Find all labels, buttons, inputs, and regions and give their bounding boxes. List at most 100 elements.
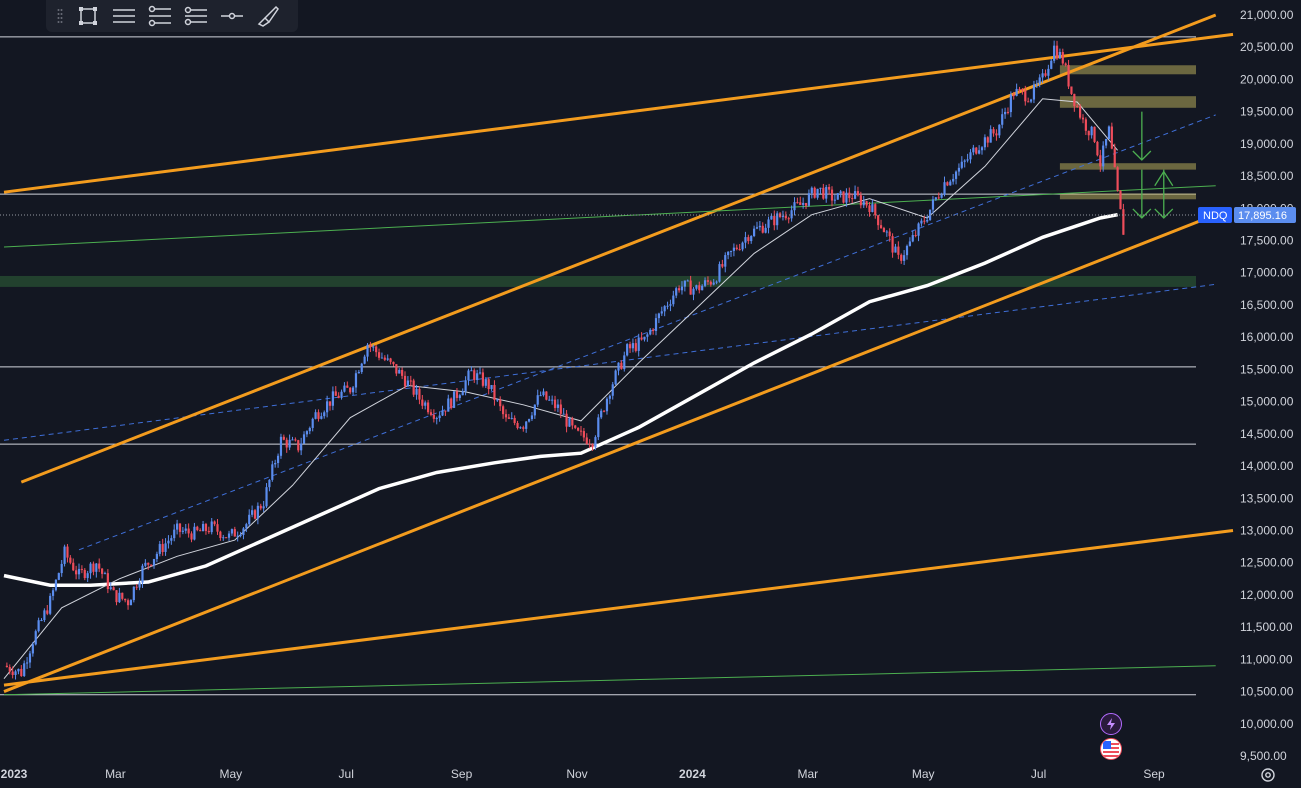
candle-body [980, 147, 984, 151]
candle-body [187, 528, 190, 534]
candle-body [983, 137, 986, 148]
candle-body [256, 505, 259, 519]
candle-body [773, 215, 776, 226]
candle-body [522, 427, 525, 429]
candle-body [210, 521, 213, 533]
price-axis-tick: 20,500.00 [1240, 40, 1294, 54]
candle-body [158, 544, 161, 554]
alert-icon[interactable] [1100, 713, 1122, 735]
candle-body [343, 385, 346, 392]
candle-body [233, 529, 236, 537]
candle-body [790, 210, 793, 219]
symbol-label-bg [1198, 207, 1232, 224]
candle-body [201, 523, 205, 532]
price-axis-tick: 18,500.00 [1240, 169, 1294, 183]
candle-body [721, 264, 724, 267]
candle-body [395, 364, 398, 374]
candle-body [207, 530, 210, 533]
candle-body [568, 418, 571, 427]
candle-body [308, 427, 311, 432]
candle-body [409, 380, 412, 382]
candle-body [196, 526, 199, 531]
grip-icon[interactable] [50, 2, 70, 30]
candle-body [435, 418, 438, 420]
candle-body [204, 523, 208, 531]
candle-body [640, 337, 643, 340]
candle-body [481, 372, 485, 386]
candle-body [675, 288, 678, 296]
candle-body [1061, 52, 1064, 64]
candle-body [718, 264, 721, 282]
candle-body [972, 147, 975, 153]
ray-tool-icon[interactable] [178, 2, 214, 30]
price-axis-tick: 15,500.00 [1240, 362, 1294, 376]
candle-body [1050, 60, 1053, 69]
candle-body [1044, 73, 1047, 76]
price-zone [0, 275, 1196, 287]
price-zone [1059, 163, 1196, 170]
ma-short-line [3, 98, 1118, 680]
candle-body [28, 653, 32, 663]
lines-tool-icon[interactable] [106, 2, 142, 30]
candle-body [51, 590, 55, 596]
candle-body [242, 528, 245, 536]
candle-body [311, 418, 314, 428]
candle-body [510, 417, 513, 419]
candle-body [631, 343, 635, 349]
candle-body [652, 329, 655, 331]
candle-body [141, 565, 144, 583]
candle-body [17, 668, 20, 672]
candle-body [949, 181, 952, 186]
candle-body [351, 387, 355, 393]
candle-body [176, 523, 179, 530]
time-axis-tick: May [912, 767, 935, 781]
candle-body [669, 304, 672, 306]
candle-body [582, 431, 585, 438]
dashed-trendlines [3, 114, 1216, 551]
candle-body [331, 391, 334, 406]
candle-body [1001, 114, 1004, 125]
candle-body [738, 249, 741, 251]
candle-body [375, 346, 378, 353]
candle-body [447, 398, 450, 412]
candle-body [683, 280, 686, 287]
candle-body [259, 505, 262, 509]
candle-body [305, 431, 309, 435]
us-economic-event-icon[interactable] [1100, 738, 1122, 760]
candle-body [565, 413, 568, 427]
candle-body [802, 202, 805, 205]
candle-body [60, 563, 63, 574]
rectangle-tool-icon[interactable] [70, 2, 106, 30]
price-zone [1059, 96, 1196, 108]
candle-body [504, 414, 508, 418]
candle-body [1035, 83, 1038, 85]
candle-body [891, 236, 894, 253]
candle-body [966, 159, 969, 161]
candle-body [8, 667, 11, 672]
candle-body [37, 620, 40, 632]
candle-body [813, 187, 816, 198]
candle-body [112, 587, 115, 591]
last-price-badge: NDQ 17,895.16 [1198, 207, 1296, 224]
candle-body [80, 568, 83, 570]
candle-body [620, 362, 623, 370]
candle-body [574, 425, 577, 428]
candle-body [585, 437, 588, 444]
parallel-channel-tool-icon[interactable] [142, 2, 178, 30]
candle-body [654, 318, 658, 331]
candle-body [438, 415, 441, 419]
candle-body [31, 644, 34, 654]
settings-icon[interactable] [1261, 768, 1275, 782]
horizontal-line-tool-icon[interactable] [214, 2, 250, 30]
candle-body [193, 526, 196, 540]
candle-body [1015, 88, 1018, 96]
time-axis[interactable]: 2023 Mar May Jul Sep Nov 2024 Mar May Jul Sep [1, 767, 1165, 781]
arrow-head [1154, 208, 1174, 219]
brush-tool-icon[interactable] [250, 2, 286, 30]
candle-body [680, 286, 684, 291]
price-axis[interactable]: 21,000.00 20,500.00 20,000.00 19,500.00 19,0… [1240, 8, 1294, 763]
candle-body [776, 213, 779, 226]
candle-body [297, 440, 300, 451]
candle-body [709, 281, 712, 285]
